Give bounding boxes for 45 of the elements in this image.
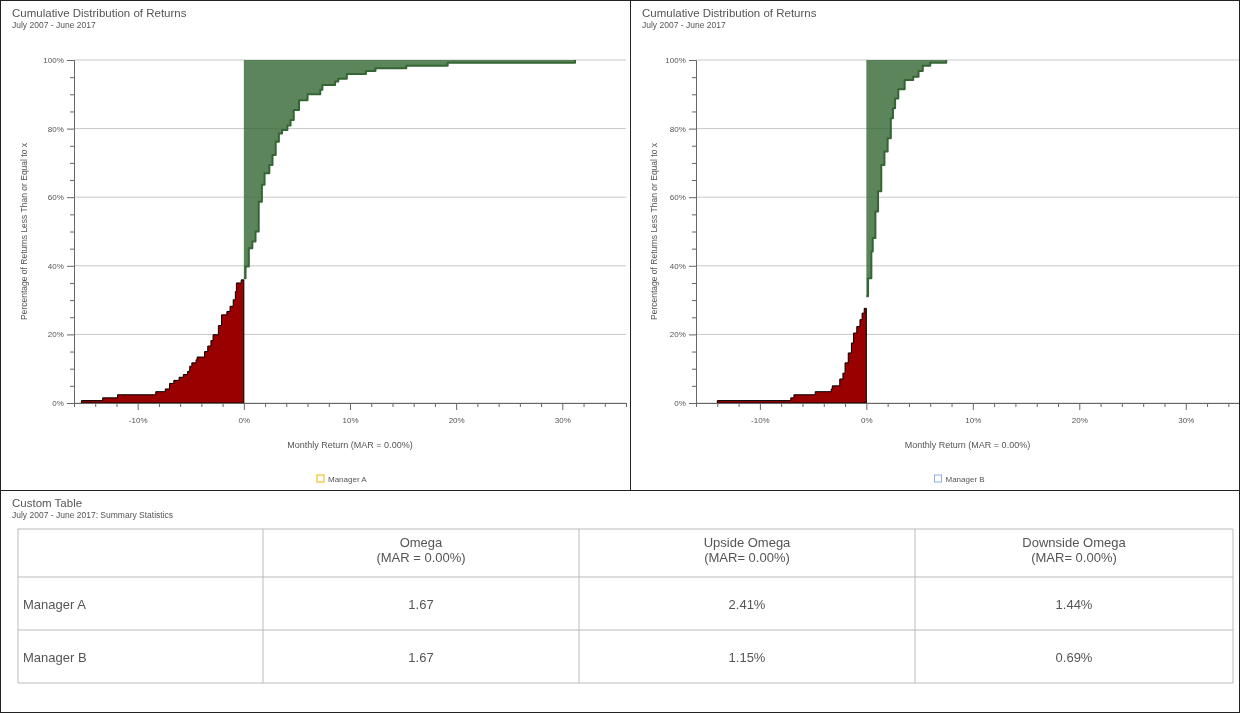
text: 1.44% (1055, 596, 1093, 612)
x-axis-title: Monthly Return (MAR = 0.00%) (904, 440, 1031, 450)
y-axis-title: Percentage of Returns Less Than or Equal to x (649, 142, 659, 321)
y-tick-label: 0% (52, 399, 64, 409)
x-tick-label: 30% (1178, 415, 1195, 425)
y-tick-label: 100% (665, 56, 686, 66)
y-tick-label: 0% (674, 399, 686, 409)
text: Custom Table (12, 497, 83, 509)
chart-title: Cumulative Distribution of Returns (642, 7, 817, 19)
text: 1.67 (408, 649, 434, 665)
text: July 2007 - June 2017: Summary Statistics (12, 510, 174, 520)
text: Manager A (328, 475, 368, 484)
text: 2.41% (728, 596, 766, 612)
y-tick-label: 60% (669, 193, 686, 203)
x-axis-title: Monthly Return (MAR = 0.00%) (287, 440, 413, 450)
category-label: Upside Omega (MAR= 0.00%) (703, 535, 792, 565)
x-tick-label: -10% (128, 415, 148, 425)
x-tick-label: 0% (238, 415, 251, 425)
y-axis-title: Percentage of Returns Less Than or Equal to x (19, 142, 29, 321)
x-tick-label: 20% (1071, 415, 1088, 425)
x-tick-label: 20% (448, 415, 465, 425)
y-tick-label: 60% (47, 193, 64, 203)
x-tick-label: 10% (965, 415, 982, 425)
y-tick-label: 40% (669, 261, 686, 271)
y-tick-label: 20% (47, 330, 64, 340)
y-tick-label: 100% (43, 56, 64, 66)
text: 1.15% (728, 649, 766, 665)
category-label: Manager A (23, 596, 86, 612)
category-label: Omega (MAR = 0.00%) (376, 535, 466, 565)
text: 0.69% (1055, 649, 1093, 665)
x-tick-label: 30% (554, 415, 571, 425)
x-tick-label: -10% (751, 415, 770, 425)
y-tick-label: 40% (47, 261, 64, 271)
category-label: Downside Omega (MAR= 0.00%) (1022, 535, 1127, 565)
text: 1.67 (408, 596, 434, 612)
y-tick-label: 80% (669, 124, 686, 134)
chart-title: Cumulative Distribution of Returns (12, 7, 187, 19)
y-tick-label: 80% (47, 124, 64, 134)
y-tick-label: 20% (669, 330, 686, 340)
category-label: Manager B (23, 649, 87, 665)
x-tick-label: 10% (342, 415, 359, 425)
chart-subtitle: July 2007 - June 2017 (642, 20, 726, 30)
x-tick-label: 0% (861, 415, 873, 425)
chart-subtitle: July 2007 - June 2017 (12, 20, 96, 30)
text: Manager B (945, 475, 985, 484)
